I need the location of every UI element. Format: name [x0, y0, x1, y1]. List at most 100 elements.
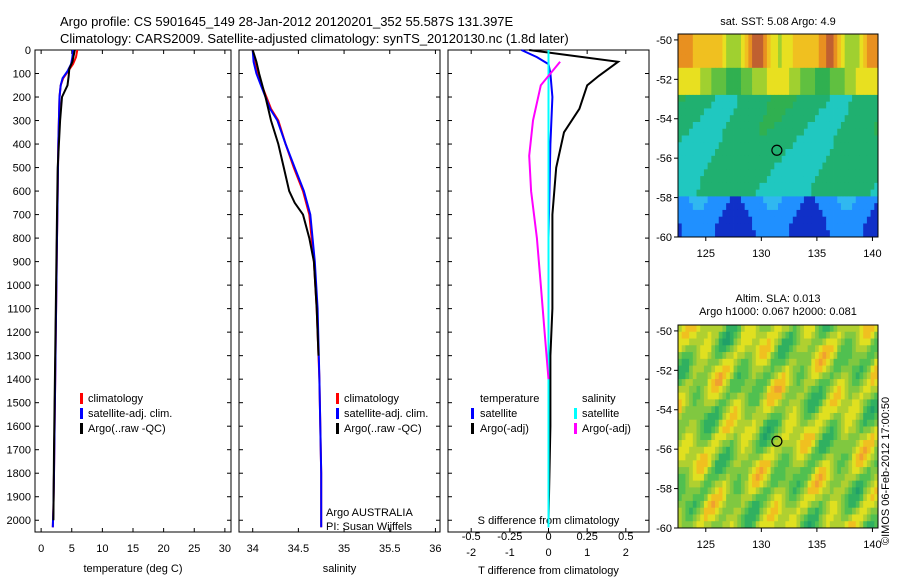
map-cell: [726, 426, 731, 434]
map-cell: [829, 169, 834, 177]
map-cell: [785, 101, 790, 109]
map-cell: [711, 419, 716, 427]
map-cell: [870, 216, 875, 224]
map-cell: [837, 128, 842, 136]
map-cell: [715, 203, 720, 211]
map-cell: [840, 345, 846, 353]
map-cell: [737, 467, 742, 475]
map-cell: [689, 74, 694, 82]
map-cell: [829, 94, 834, 103]
map-cell: [722, 352, 727, 360]
map-cell: [778, 419, 783, 427]
map-cell: [785, 203, 790, 211]
temperature-panel: 0100200300400500600700800900100011001200…: [7, 45, 232, 575]
map-cell: [844, 440, 849, 448]
map-cell: [689, 379, 694, 387]
map-cell: [855, 406, 860, 414]
map-cell: [692, 345, 697, 353]
map-cell: [792, 446, 797, 454]
map-cell: [815, 101, 820, 109]
map-cell: [737, 149, 742, 157]
map-cell: [852, 101, 857, 109]
map-cell: [696, 473, 701, 482]
map-cell: [855, 446, 860, 454]
salinity-tick-label: 0.25: [576, 531, 597, 543]
map-cell: [785, 135, 790, 143]
map-cell: [803, 54, 809, 62]
map-cell: [855, 480, 860, 488]
map-cell: [789, 203, 794, 211]
map-cell: [781, 433, 786, 441]
map-cell: [744, 372, 749, 380]
map-cell: [870, 101, 875, 109]
map-cell: [733, 392, 738, 400]
map-cell: [755, 480, 760, 488]
map-cell: [803, 338, 809, 346]
map-cell: [855, 121, 860, 130]
map-cell: [781, 169, 786, 177]
map-cell: [733, 453, 738, 461]
map-cell: [696, 440, 701, 448]
map-cell: [781, 399, 786, 407]
map-cell: [874, 480, 879, 488]
map-cell: [763, 230, 768, 238]
map-cell: [752, 358, 757, 366]
map-cell: [822, 385, 827, 394]
map-cell: [855, 169, 860, 177]
map-cell: [855, 216, 860, 224]
map-cell: [726, 216, 731, 224]
map-cell: [778, 196, 783, 204]
map-cell: [689, 115, 694, 123]
map-cell: [874, 189, 879, 197]
map-cell: [678, 54, 683, 62]
map-cell: [689, 189, 694, 197]
map-cell: [722, 325, 727, 333]
map-cell: [837, 460, 842, 468]
map-cell: [703, 196, 709, 204]
map-cell: [815, 230, 820, 238]
map-cell: [859, 446, 864, 454]
map-cell: [803, 365, 809, 373]
map-cell: [822, 203, 827, 211]
map-cell: [837, 372, 842, 380]
map-cell: [852, 392, 857, 400]
map-cell: [707, 149, 712, 157]
map-cell: [737, 121, 742, 130]
map-cell: [778, 176, 783, 184]
map-cell: [781, 176, 786, 184]
map-cell: [718, 514, 723, 522]
map-cell: [715, 34, 720, 42]
map-cell: [778, 406, 783, 414]
map-cell: [707, 61, 712, 69]
map-cell: [703, 473, 709, 482]
map-cell: [796, 419, 801, 427]
map-cell: [811, 54, 816, 62]
map-cell: [844, 209, 849, 218]
map-cell: [689, 446, 694, 454]
map-cell: [826, 128, 831, 136]
map-cell: [733, 230, 738, 238]
map-cell: [755, 223, 760, 231]
map-cell: [711, 223, 716, 231]
map-cell: [729, 230, 734, 238]
map-cell: [837, 521, 842, 529]
map-cell: [792, 203, 797, 211]
map-cell: [800, 358, 805, 366]
map-cell: [866, 514, 871, 522]
map-cell: [703, 372, 709, 380]
map-cell: [781, 128, 786, 136]
map-cell: [774, 169, 779, 177]
map-cell: [718, 115, 723, 123]
map-cell: [707, 108, 712, 116]
map-cell: [755, 54, 760, 62]
map-cell: [792, 406, 797, 414]
map-cell: [837, 487, 842, 495]
map-cell: [796, 142, 801, 150]
map-cell: [722, 216, 727, 224]
map-cell: [829, 223, 834, 231]
map-cell: [759, 108, 764, 116]
map-cell: [752, 406, 757, 414]
map-cell: [774, 467, 779, 475]
map-cell: [763, 325, 768, 333]
map-cell: [778, 216, 783, 224]
